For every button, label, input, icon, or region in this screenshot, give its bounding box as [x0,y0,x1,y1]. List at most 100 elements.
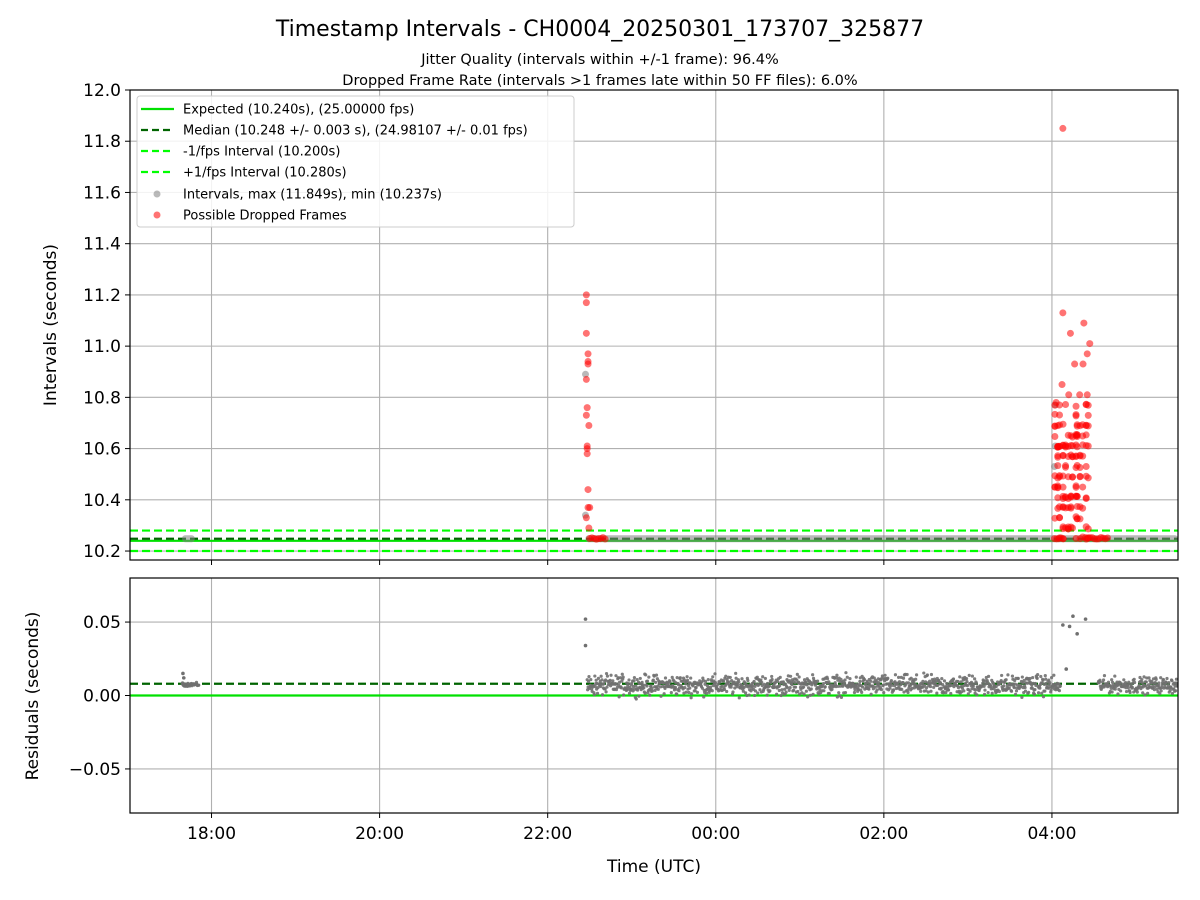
residual-point [970,674,974,678]
residual-point [637,694,641,698]
residual-point [1057,689,1062,693]
dropped-frame-point [1059,472,1067,480]
residual-point [685,678,690,682]
residual-point [746,678,750,683]
residual-point [837,691,841,695]
residuals-x-ticks: 18:00 20:00 22:00 00:00 02:00 04:00 [187,813,1076,844]
x-tick-label: 22:00 [523,824,572,844]
dropped-frame-point [1056,411,1064,419]
residual-point [802,685,806,689]
residual-point [936,683,940,688]
residual-point [1020,675,1024,679]
residual-point [686,683,691,688]
dropped-frame-point [1076,463,1084,471]
residual-point [756,691,760,695]
residual-point [704,691,709,695]
residual-point [925,673,929,677]
residual-point [928,684,933,689]
residual-point [883,673,887,677]
intervals-y-tick-label: 11.2 [83,286,121,306]
x-tick-label: 20:00 [355,824,404,844]
residual-point [770,674,774,679]
residual-point [854,675,858,679]
residual-point [1122,678,1126,682]
residual-point [616,676,620,680]
intervals-y-ticks: 10.2 10.4 10.6 10.8 11.0 11.2 11.4 11.6 11.8 12.0 [83,81,130,562]
residual-point [986,690,990,695]
interval-points-band [585,535,1178,543]
residual-point [796,689,800,694]
dropped-frame-point [1058,381,1066,389]
residual-point [1110,680,1115,684]
residual-point [901,676,906,680]
residual-point [797,675,801,679]
residual-point [848,677,852,681]
dropped-frame-point [1076,472,1084,480]
residual-point [604,690,608,694]
residual-point [986,674,991,678]
residual-point [1041,678,1045,682]
residual-point [604,671,609,676]
residual-point [643,691,647,695]
intervals-y-tick-label: 11.4 [83,235,121,255]
residual-point [1012,686,1016,690]
residual-point [1102,674,1107,678]
dropped-frame-point [1054,484,1062,492]
residual-point [1142,675,1146,679]
dropped-frame-point [1052,398,1060,406]
residual-point [594,678,598,682]
residual-point [678,676,682,680]
residual-point [645,679,650,683]
residual-point [946,688,951,692]
residual-point [724,674,728,678]
intervals-y-axis-label: Intervals (seconds) [41,244,61,406]
residual-point [1031,675,1035,680]
dropped-frame-point [1073,432,1081,440]
residual-point [751,684,755,688]
residual-point [1009,689,1014,693]
residual-point [942,679,947,683]
residual-point [881,683,885,687]
residual-point [675,675,679,680]
x-axis-label: Time (UTC) [606,857,701,877]
residual-point [689,676,693,680]
chart-subtitle-dropped: Dropped Frame Rate (intervals >1 frames … [342,73,857,89]
dropped-frame-point [1073,443,1081,451]
residual-point [969,680,974,684]
residual-point [1031,681,1035,685]
residual-point [1032,692,1037,696]
residual-point [1047,678,1051,682]
dropped-frame-point [1079,504,1087,512]
residual-point [834,676,839,680]
residual-point [844,671,848,675]
residual-point [802,692,806,696]
intervals-y-tick-label: 10.8 [83,388,121,408]
dropped-frame-point [1076,391,1084,399]
residual-point [706,678,710,682]
residual-point [973,677,977,681]
dropped-frame-point [582,411,590,419]
residual-point [634,684,638,688]
legend-label-intervals: Intervals, max (11.849s), min (10.237s) [183,188,442,203]
residual-point [951,677,956,681]
intervals-y-tick-label: 11.0 [83,337,121,357]
residual-point [892,688,896,692]
residual-point [766,681,770,686]
intervals-y-tick-label: 11.6 [83,183,121,203]
dropped-frame-point [1084,525,1092,533]
residual-point [1061,623,1065,627]
intervals-legend: Expected (10.240s), (25.00000 fps) Media… [136,95,575,228]
residual-point [1135,690,1139,694]
residual-point [683,686,687,690]
residual-point [1067,624,1072,629]
dropped-frame-point [584,360,592,368]
intervals-panel: 10.2 10.4 10.6 10.8 11.0 11.2 11.4 11.6 11.8 12.0… [41,81,1179,565]
residual-point [929,672,934,677]
residuals-y-ticks: −0.05 0.00 0.05 [69,613,130,780]
residual-point [1010,674,1015,678]
residual-point [795,672,799,676]
residual-point [669,691,673,695]
residual-point [753,689,758,693]
residual-point [830,687,834,691]
dropped-frame-point [1054,452,1062,460]
